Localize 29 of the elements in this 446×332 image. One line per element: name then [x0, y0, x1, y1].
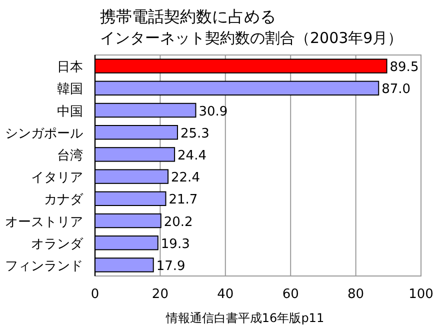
- x-tick-label: 40: [217, 287, 234, 302]
- y-tick-label: シンガポール: [5, 126, 83, 142]
- x-tick-label: 0: [90, 287, 100, 302]
- y-tick-label: イタリア: [31, 170, 83, 186]
- chart-subtitle: インターネット契約数の割合（2003年9月）: [100, 29, 403, 47]
- y-tick-label: 中国: [57, 104, 83, 120]
- data-label: 20.2: [164, 214, 193, 230]
- y-tick-label: 日本: [57, 60, 83, 76]
- data-label: 21.7: [168, 192, 198, 208]
- text: 情報通信白書平成16年版p11: [164, 311, 324, 325]
- data-label: 24.4: [178, 148, 206, 164]
- data-label: 19.3: [160, 236, 190, 252]
- data-label: 25.3: [180, 126, 210, 142]
- y-tick-label: 台湾: [57, 147, 83, 164]
- data-label: 17.9: [156, 258, 186, 274]
- data-label: 22.4: [171, 170, 200, 186]
- x-tick-label: 100: [408, 287, 434, 302]
- data-label: 30.9: [198, 104, 228, 120]
- x-tick-label: 20: [152, 287, 168, 302]
- x-tick-label: 60: [282, 287, 299, 302]
- data-label: 89.5: [390, 60, 419, 76]
- y-tick-label: オーストリア: [5, 214, 83, 230]
- y-tick-label: フィンランド: [5, 258, 83, 274]
- y-tick-label: オランダ: [31, 236, 84, 252]
- chart-title: 携帯電話契約数に占める: [100, 7, 276, 26]
- data-label: 87.0: [382, 82, 411, 98]
- x-tick-label: 80: [348, 287, 364, 302]
- y-tick-label: 韓国: [57, 82, 83, 98]
- y-tick-label: カナダ: [44, 192, 84, 208]
